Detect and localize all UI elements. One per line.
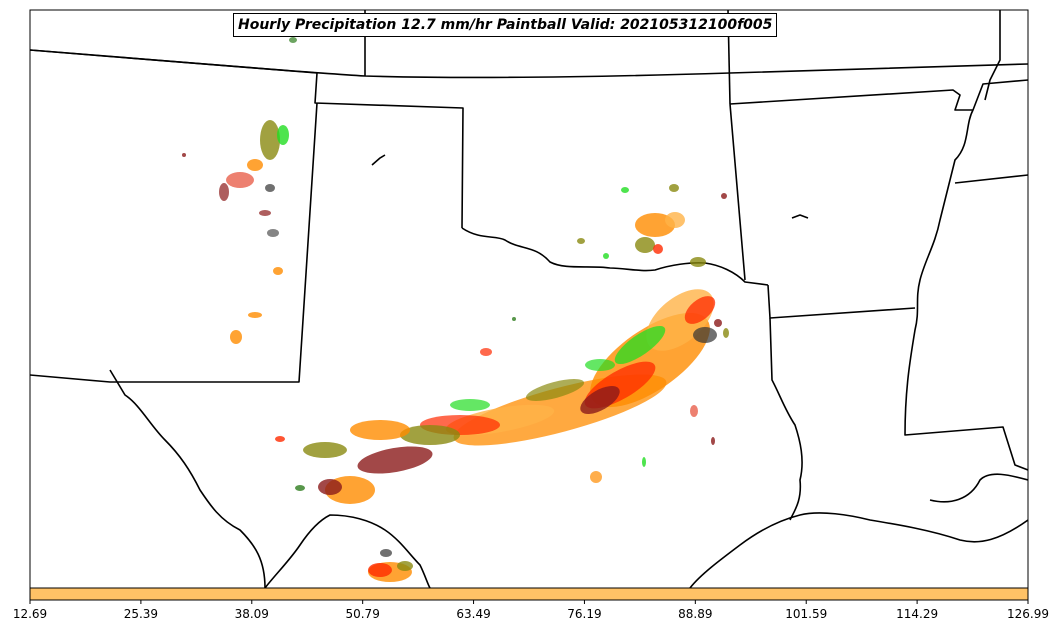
map-title: Hourly Precipitation 12.7 mm/hr Paintbal…	[233, 13, 778, 37]
colorbar-tick-label: 38.09	[234, 607, 269, 621]
precip-cell	[273, 267, 283, 275]
gulf-coast	[689, 512, 1028, 588]
precip-band	[614, 325, 666, 365]
precip-cell	[669, 184, 679, 192]
precip-cell	[723, 328, 729, 338]
colorbar-tick-label: 114.29	[896, 607, 939, 621]
precip-cell	[665, 212, 685, 228]
precip-cell	[380, 549, 392, 557]
precip-cell	[397, 561, 413, 571]
colorbar-tick-label: 126.99	[1007, 607, 1049, 621]
map-background	[30, 10, 1028, 588]
precip-band	[350, 420, 410, 440]
precip-band	[318, 479, 342, 495]
precip-cell	[267, 229, 279, 237]
precip-cell	[621, 187, 629, 193]
colorbar-tick-label: 76.19	[567, 607, 602, 621]
precip-cell	[275, 436, 285, 442]
precip-cell	[277, 125, 289, 145]
precip-band	[693, 327, 717, 343]
precip-cell	[635, 213, 675, 237]
precip-cell	[248, 312, 262, 318]
precip-cell	[590, 471, 602, 483]
precip-cell	[219, 183, 229, 201]
precip-band	[585, 359, 615, 371]
precip-cell	[368, 563, 392, 577]
mississippi-river	[904, 109, 1028, 471]
precip-cell	[265, 184, 275, 192]
precip-cell	[690, 257, 706, 267]
colorbar-tick-label: 88.89	[678, 607, 713, 621]
precip-cell	[577, 238, 585, 244]
precip-cell	[711, 437, 715, 445]
nm-east-panhandle	[314, 72, 464, 229]
nm-north-border	[30, 49, 318, 74]
precip-cell	[721, 193, 727, 199]
colorbar-tick-label: 63.49	[456, 607, 491, 621]
ar-north	[729, 79, 1028, 111]
nm-az-south	[30, 102, 318, 383]
tn-line	[954, 174, 1028, 184]
precip-cell	[642, 457, 646, 467]
tx-la-border	[769, 317, 803, 521]
colorbar-tick-label: 101.59	[785, 607, 828, 621]
lake-2	[791, 214, 809, 219]
precip-band	[303, 442, 347, 458]
state-boundaries	[30, 10, 1028, 588]
precip-cell	[247, 159, 263, 171]
colorbar-tick-label: 50.79	[345, 607, 380, 621]
lake-1	[371, 154, 386, 166]
precip-band	[684, 296, 716, 324]
colorbar-tick-label: 12.69	[12, 607, 48, 621]
precip-band	[580, 386, 620, 414]
precip-cell	[295, 485, 305, 491]
precip-cell	[226, 172, 254, 188]
precip-cell	[259, 210, 271, 216]
precip-band	[450, 399, 490, 411]
precip-cell	[635, 237, 655, 253]
precip-cell	[653, 244, 663, 254]
la-coast-detail	[929, 473, 1028, 503]
precip-cell	[260, 120, 280, 160]
tx-west	[109, 369, 266, 588]
precip-band	[400, 425, 460, 445]
rio-grande	[264, 514, 431, 588]
precip-cell	[480, 348, 492, 356]
precip-cell	[603, 253, 609, 259]
precip-cell	[714, 319, 722, 327]
precip-band	[357, 446, 433, 474]
colorbar	[29, 587, 1029, 601]
colorbar-tick-label: 25.39	[123, 607, 159, 621]
precip-cell	[230, 330, 242, 344]
precip-cell	[182, 153, 186, 157]
colorbar-ticks	[29, 600, 1029, 604]
precip-blobs	[182, 37, 729, 582]
precip-band	[525, 379, 585, 401]
ok-ar-border	[729, 103, 746, 281]
ms-al-line	[984, 10, 1001, 101]
precip-cell	[690, 405, 698, 417]
precip-cell	[289, 37, 297, 43]
precip-cell	[512, 317, 516, 321]
